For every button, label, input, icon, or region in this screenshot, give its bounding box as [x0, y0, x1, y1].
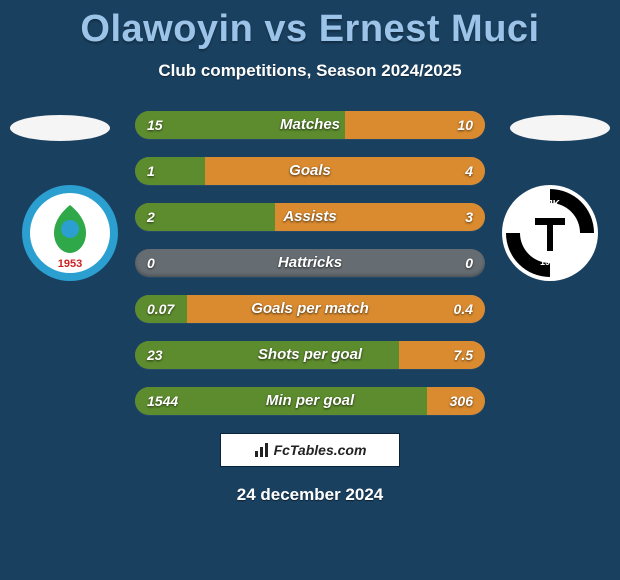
stat-row: 0.070.4Goals per match: [135, 295, 485, 323]
club-badge-right: BJK 1903: [500, 183, 600, 283]
stat-label: Hattricks: [135, 249, 485, 277]
source-label: FcTables.com: [274, 442, 367, 458]
stat-label: Goals per match: [135, 295, 485, 323]
badge-text-right: BJK: [540, 199, 561, 210]
snapshot-date: 24 december 2024: [0, 485, 620, 505]
player-chip-right: [510, 115, 610, 141]
badge-year-right: 1903: [540, 257, 560, 267]
stat-row: 14Goals: [135, 157, 485, 185]
stat-row: 00Hattricks: [135, 249, 485, 277]
source-badge: FcTables.com: [220, 433, 400, 467]
stat-row: 1510Matches: [135, 111, 485, 139]
comparison-subtitle: Club competitions, Season 2024/2025: [0, 61, 620, 81]
comparison-title: Olawoyin vs Ernest Muci: [0, 0, 620, 51]
stat-bars: 1510Matches 14Goals 23Assists 00Hattricks 0.…: [135, 111, 485, 415]
stat-row: 237.5Shots per goal: [135, 341, 485, 369]
chart-icon: [254, 442, 270, 458]
stat-label: Goals: [135, 157, 485, 185]
stat-label: Matches: [135, 111, 485, 139]
stat-label: Shots per goal: [135, 341, 485, 369]
club-badge-left: 1953: [20, 183, 120, 283]
stat-label: Min per goal: [135, 387, 485, 415]
player-chip-left: [10, 115, 110, 141]
comparison-panel: 1953 BJK 1903 1510Matches 14Goals 23Assist…: [0, 111, 620, 415]
stat-label: Assists: [135, 203, 485, 231]
badge-year-left: 1953: [58, 258, 82, 270]
stat-row: 23Assists: [135, 203, 485, 231]
stat-row: 1544306Min per goal: [135, 387, 485, 415]
tea-flower-icon: [61, 220, 79, 238]
